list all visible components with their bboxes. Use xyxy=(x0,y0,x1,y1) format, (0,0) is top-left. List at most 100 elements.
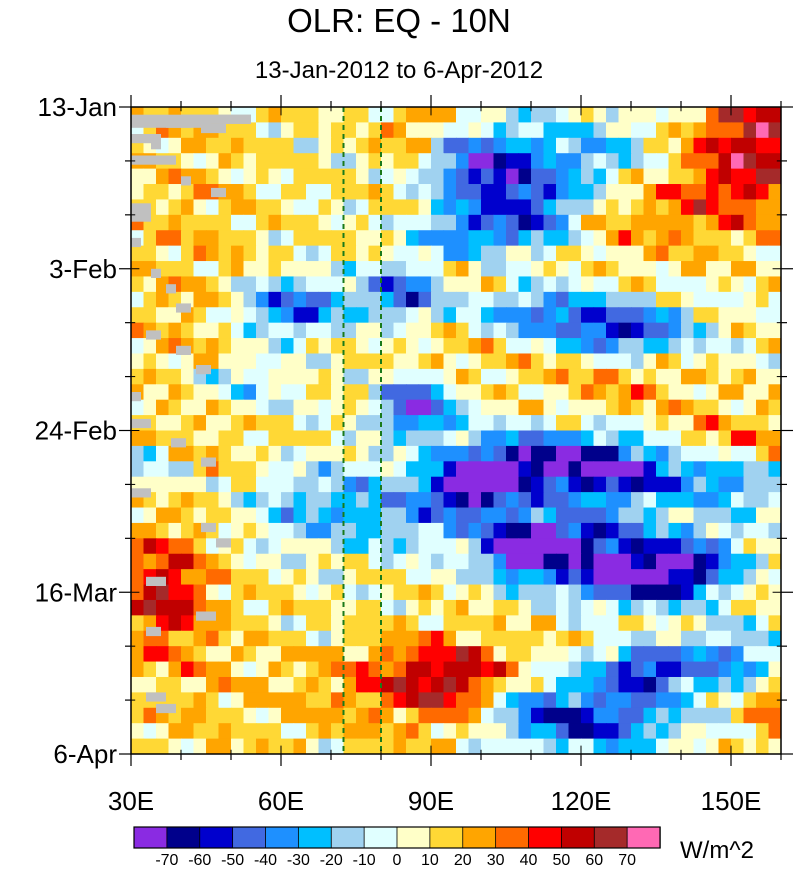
colorbar-frame xyxy=(133,826,661,849)
missing-data-patch xyxy=(216,538,231,548)
field-cell xyxy=(356,384,370,401)
field-cell xyxy=(306,353,320,370)
field-cell xyxy=(618,199,632,216)
field-cell xyxy=(418,707,432,724)
colorbar-label: -60 xyxy=(188,852,211,869)
field-cell xyxy=(443,168,457,185)
field-cell xyxy=(231,184,245,201)
field-cell xyxy=(143,553,157,570)
field-cell xyxy=(356,107,370,123)
field-cell xyxy=(318,322,332,339)
field-cell xyxy=(693,291,707,308)
field-cell xyxy=(181,214,195,231)
field-cell xyxy=(468,230,482,247)
field-cell xyxy=(481,445,495,462)
field-cell xyxy=(693,338,707,355)
field-cell xyxy=(443,107,457,123)
field-cell xyxy=(393,599,407,616)
field-cell xyxy=(593,538,607,555)
field-cell xyxy=(568,368,582,385)
field-cell xyxy=(468,723,482,740)
field-cell xyxy=(618,338,632,355)
field-cell xyxy=(756,461,770,478)
field-cell xyxy=(281,261,295,278)
field-cell xyxy=(668,338,682,355)
field-cell xyxy=(431,615,445,632)
field-cell xyxy=(131,507,145,524)
field-cell xyxy=(293,445,307,462)
field-cell xyxy=(306,384,320,401)
field-cell xyxy=(318,599,332,616)
field-cell xyxy=(293,476,307,493)
field-cell xyxy=(656,168,670,185)
field-cell xyxy=(256,738,270,754)
field-cell xyxy=(143,707,157,724)
field-cell xyxy=(531,368,545,385)
field-cell xyxy=(706,661,720,678)
field-cell xyxy=(618,569,632,586)
field-cell xyxy=(306,307,320,324)
field-cell xyxy=(131,338,145,355)
field-cell xyxy=(243,723,257,740)
field-cell xyxy=(406,276,420,293)
field-cell xyxy=(481,245,495,262)
field-cell xyxy=(493,338,507,355)
field-cell xyxy=(343,122,357,139)
field-cell xyxy=(293,307,307,324)
field-cell xyxy=(331,692,345,709)
field-cell xyxy=(456,276,470,293)
field-cell xyxy=(331,353,345,370)
field-cell xyxy=(506,415,520,432)
field-cell xyxy=(318,338,332,355)
field-cell xyxy=(693,137,707,154)
field-cell xyxy=(343,738,357,754)
field-cell xyxy=(581,723,595,740)
field-cell xyxy=(656,692,670,709)
field-cell xyxy=(193,630,207,647)
field-cell xyxy=(293,661,307,678)
field-cell xyxy=(393,522,407,539)
field-cell xyxy=(506,276,520,293)
field-cell xyxy=(468,199,482,216)
field-cell xyxy=(168,461,182,478)
field-cell xyxy=(643,615,657,632)
field-cell xyxy=(593,184,607,201)
field-cell xyxy=(668,661,682,678)
field-cell xyxy=(206,230,220,247)
field-cell xyxy=(606,107,620,123)
field-cell xyxy=(443,553,457,570)
field-cell xyxy=(293,723,307,740)
field-cell xyxy=(368,646,382,663)
field-cell xyxy=(293,415,307,432)
field-cell xyxy=(281,291,295,308)
field-cell xyxy=(443,399,457,416)
field-cell xyxy=(543,492,557,509)
field-cell xyxy=(156,415,170,432)
field-cell xyxy=(393,276,407,293)
field-cell xyxy=(456,492,470,509)
missing-data-patch xyxy=(151,268,161,278)
field-cell xyxy=(181,261,195,278)
field-cell xyxy=(706,199,720,216)
field-cell xyxy=(668,291,682,308)
field-cell xyxy=(306,615,320,632)
colorbar-label: 0 xyxy=(393,852,402,869)
field-cell xyxy=(468,137,482,154)
field-cell xyxy=(581,461,595,478)
field-cell xyxy=(218,553,232,570)
field-cell xyxy=(368,368,382,385)
field-cell xyxy=(618,122,632,139)
field-cell xyxy=(606,307,620,324)
field-cell xyxy=(693,399,707,416)
field-cell xyxy=(618,245,632,262)
field-cell xyxy=(168,599,182,616)
field-cell xyxy=(368,538,382,555)
field-cell xyxy=(306,291,320,308)
field-cell xyxy=(318,553,332,570)
field-cell xyxy=(668,553,682,570)
field-cell xyxy=(568,630,582,647)
field-cell xyxy=(206,291,220,308)
field-cell xyxy=(231,322,245,339)
field-cell xyxy=(268,707,282,724)
colorbar-swatch xyxy=(297,826,332,849)
